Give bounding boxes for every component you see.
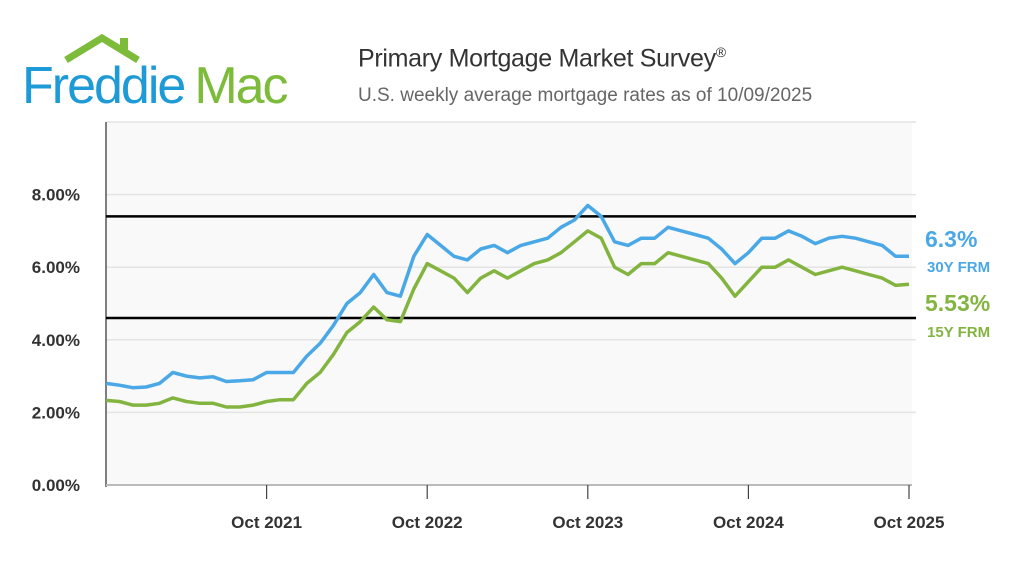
house-roof-icon (64, 34, 140, 63)
series-line-15y-frm (105, 229, 910, 409)
y-tick-label: 4.00% (32, 331, 80, 350)
x-tick-label: Oct 2024 (713, 513, 784, 532)
x-tick-label: Oct 2025 (874, 513, 945, 532)
plot-background (106, 122, 912, 485)
chart-subtitle: U.S. weekly average mortgage rates as of… (358, 85, 813, 106)
logo-mac: Mac (194, 57, 288, 115)
y-tick-label: 0.00% (32, 476, 80, 495)
freddie-mac-logo: Freddie Mac (22, 34, 332, 115)
label-15y-name: 15Y FRM (927, 324, 991, 341)
label-15y-value: 5.53% (925, 290, 991, 316)
logo-freddie: Freddie (22, 57, 186, 115)
label-30y-name: 30Y FRM (927, 259, 991, 276)
y-tick-label: 6.00% (32, 258, 80, 277)
y-tick-label: 2.00% (32, 403, 80, 422)
series-line-30y-frm (105, 203, 909, 390)
x-tick-label: Oct 2023 (552, 513, 623, 532)
x-tick-label: Oct 2021 (231, 513, 302, 532)
y-tick-label: 8.00% (32, 186, 80, 205)
registered-mark: ® (715, 44, 726, 60)
logo-text: Freddie Mac (22, 56, 289, 116)
x-tick-label: Oct 2022 (392, 513, 463, 532)
title-text: Primary Mortgage Market Survey (358, 44, 716, 73)
label-30y-value: 6.3% (925, 226, 978, 252)
chart-title: Primary Mortgage Market Survey® (358, 44, 726, 73)
